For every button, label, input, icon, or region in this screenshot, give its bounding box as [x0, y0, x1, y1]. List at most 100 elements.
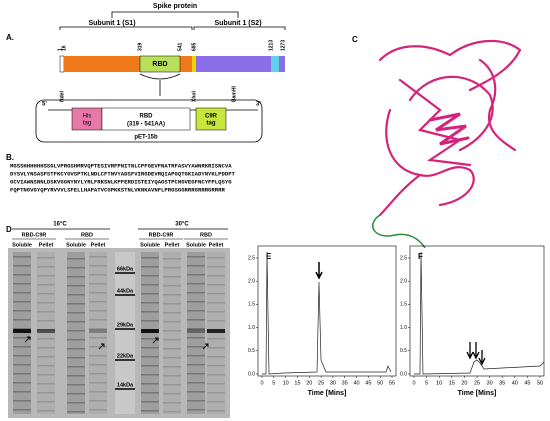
bracket: [59, 26, 286, 30]
gel-band: [67, 402, 85, 404]
gel-band: [89, 346, 107, 348]
panel-label: E: [266, 252, 272, 261]
gel-band: [207, 365, 225, 367]
y-tick-label: 0.0: [400, 371, 407, 377]
gel-band: [37, 302, 55, 304]
gel-band: [207, 275, 225, 277]
x-tick-label: 30: [487, 380, 493, 386]
group-label: RBD: [200, 232, 212, 238]
lane-label: Pellet: [91, 242, 106, 248]
gel-band: [141, 365, 159, 367]
gel-band: [187, 292, 205, 294]
plasmid: [35, 99, 263, 143]
gel-band: [207, 410, 225, 412]
gel-band: [89, 328, 107, 330]
rbd-insert-label: (319 - 541AA): [127, 122, 165, 128]
x-tick-label: 5: [272, 380, 275, 386]
tail: [279, 56, 285, 72]
sequence-line: GCVIAWNSNNLDSKVGGNYNYLYRLFRKSNLKPFERDIST…: [10, 178, 232, 185]
arrow: [466, 342, 486, 366]
gel-band: [163, 339, 181, 341]
marker-band: [115, 328, 135, 330]
gel-band: [163, 294, 181, 296]
gel-band: [89, 310, 107, 312]
gel-band: [67, 294, 85, 296]
gel-band: [141, 320, 159, 322]
gel-band: [163, 384, 181, 386]
gel-band: [187, 346, 205, 348]
gel-band: [141, 338, 159, 340]
lane-label: Pellet: [165, 242, 180, 248]
gel-band: [13, 337, 31, 339]
gel-band: [13, 283, 31, 285]
lane-label: Soluble: [186, 242, 206, 248]
gel-band: [67, 393, 85, 395]
gel-band: [163, 258, 181, 260]
x-tick-label: 10: [436, 380, 442, 386]
gel-band: [13, 382, 31, 384]
marker-band: [115, 388, 135, 390]
gel-band: [67, 303, 85, 305]
gel-band: [163, 393, 181, 395]
gel-band: [163, 366, 181, 368]
sequence-line: FQPTNGVGYQPYRVVVLSFELLHAPATVCGPKKSTNLVKN…: [10, 186, 225, 193]
gel-band: [37, 365, 55, 367]
gel-band: [141, 275, 159, 277]
gel-band: [141, 383, 159, 385]
gel-band: [13, 256, 31, 258]
rbd-insert: [101, 107, 191, 131]
position-label: 1273: [280, 40, 286, 51]
s2-domain: [196, 56, 271, 72]
gel-band: [13, 400, 31, 402]
gel-band: [163, 402, 181, 404]
gel-band: [187, 355, 205, 357]
gel-band: [37, 356, 55, 358]
gel-band: [89, 274, 107, 276]
gel-band: [37, 410, 55, 412]
rbd-insert-label: RBD: [140, 114, 154, 120]
gel-band: [163, 411, 181, 413]
panel-label: D: [6, 225, 12, 234]
y-tick-label: 1.5: [400, 302, 407, 308]
gel-band: [13, 265, 31, 267]
site-label: XhoI: [191, 91, 197, 102]
group-label: RBD: [81, 232, 93, 238]
gel-band: [163, 348, 181, 350]
arrow: [98, 343, 105, 350]
gel-band: [141, 401, 159, 403]
gel-band: [37, 338, 55, 340]
gel-band: [13, 328, 31, 330]
x-axis-label: Time [Mins]: [308, 390, 347, 397]
gel-band: [37, 275, 55, 277]
gel-band: [187, 301, 205, 303]
gel-lane: [163, 252, 181, 414]
his-tag-label: tag: [83, 121, 91, 127]
gel-band: [207, 338, 225, 340]
gel-band: [141, 284, 159, 286]
gel-band: [187, 391, 205, 393]
marker-label: 29kDa: [117, 322, 134, 328]
gel-band: [67, 276, 85, 278]
gel-band: [207, 320, 225, 322]
gel-band: [187, 265, 205, 267]
cleavage: [192, 56, 196, 72]
x-tick-label: 20: [306, 380, 312, 386]
y-tick-label: 1.5: [248, 302, 255, 308]
marker-band: [115, 272, 135, 274]
gel-band: [89, 364, 107, 366]
arrow: [202, 343, 209, 350]
gel-band: [67, 357, 85, 359]
gel-band: [37, 311, 55, 313]
gel-band: [89, 373, 107, 375]
gel-band: [89, 319, 107, 321]
gel-band: [207, 311, 225, 313]
brace: [139, 73, 181, 96]
site-label: NdeI: [59, 91, 65, 102]
lane-label: Soluble: [66, 242, 86, 248]
x-tick-label: 35: [342, 380, 348, 386]
position-label: 685: [191, 42, 197, 51]
panel-label: F: [418, 252, 423, 261]
gel-band: [163, 285, 181, 287]
sequence-line: DYSVLYNSASFSTFKCYGVSPTKLNDLCFTNVYADSFVIR…: [10, 170, 236, 177]
x-tick-label: 10: [283, 380, 289, 386]
